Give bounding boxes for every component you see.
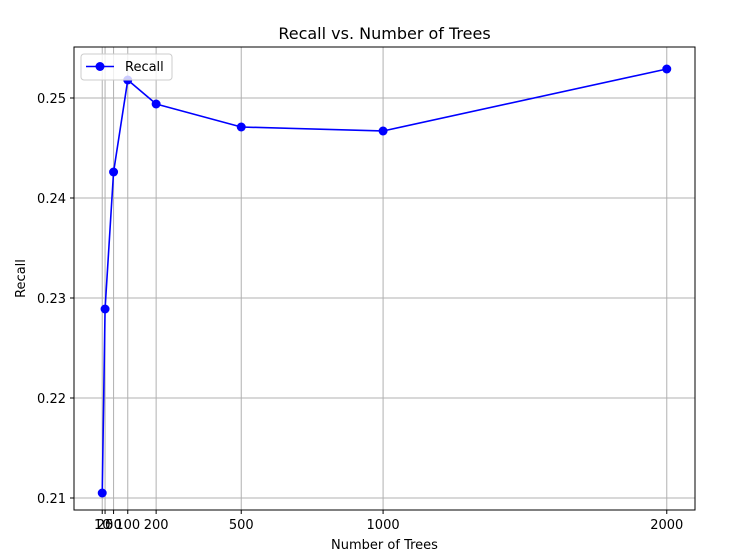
x-tick-label: 10 — [94, 518, 111, 533]
x-axis-label: Number of Trees — [331, 538, 438, 553]
series-line-recall — [101, 68, 667, 494]
legend-marker-icon — [95, 62, 105, 71]
y-tick-label: 0.22 — [37, 392, 66, 407]
data-point — [151, 99, 161, 109]
data-point — [236, 122, 246, 132]
x-tick-label: 2000 — [650, 518, 683, 533]
series-layer — [97, 64, 672, 498]
legend-label-recall: Recall — [125, 60, 164, 75]
x-tick-label: 100 — [115, 518, 140, 533]
chart-title: Recall vs. Number of Trees — [278, 24, 490, 43]
y-axis-ticks: 0.21 0.22 0.23 0.24 0.25 — [37, 92, 74, 507]
data-point — [378, 126, 388, 136]
y-tick-label: 0.21 — [37, 492, 66, 507]
x-tick-label: 50 — [105, 518, 122, 533]
y-tick-label: 0.23 — [37, 292, 66, 307]
data-point — [97, 488, 107, 498]
plot-area-frame — [73, 46, 696, 511]
x-tick-label: 1000 — [367, 518, 400, 533]
data-point — [109, 167, 119, 177]
data-point — [662, 64, 672, 74]
x-tick-label: 500 — [229, 518, 254, 533]
legend-box — [80, 53, 173, 81]
x-tick-label: 200 — [144, 518, 169, 533]
y-tick-label: 0.24 — [37, 192, 66, 207]
y-axis-label: Recall — [14, 259, 29, 298]
data-point — [100, 304, 110, 314]
x-tick-label: 20 — [97, 518, 114, 533]
legend: Recall — [80, 53, 173, 81]
y-tick-label: 0.25 — [37, 92, 66, 107]
